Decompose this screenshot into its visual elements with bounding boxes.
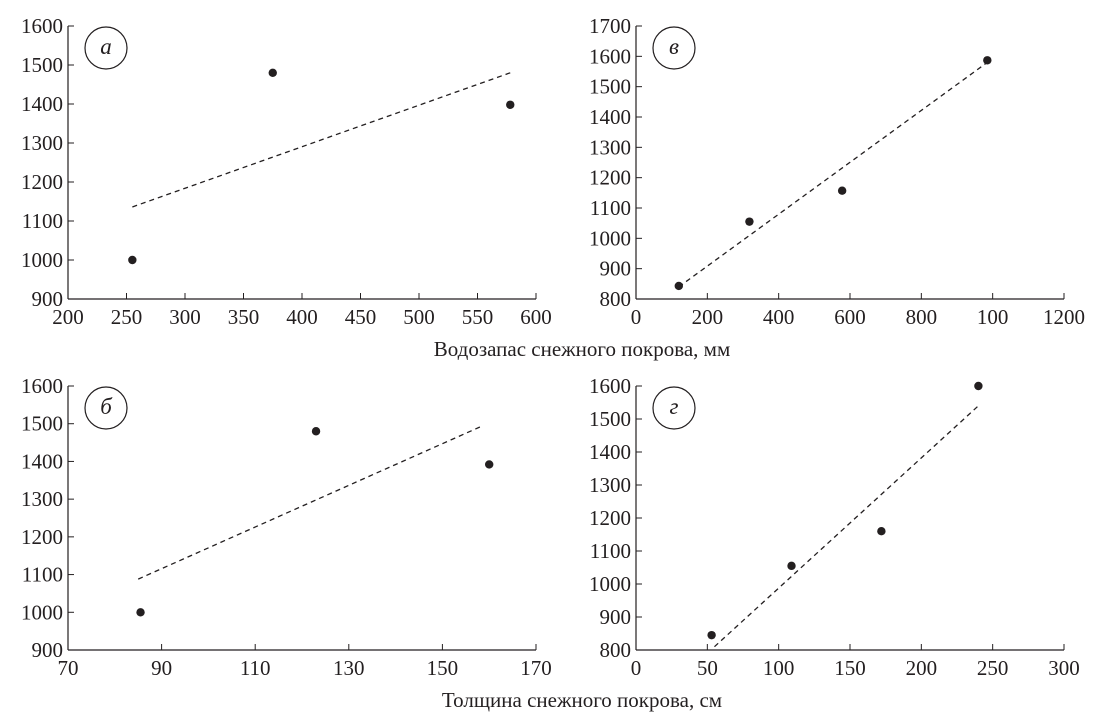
- trend-line: [678, 61, 988, 288]
- data-point: [674, 281, 683, 291]
- x-tick-label: 400: [763, 305, 795, 329]
- y-tick-label: 1300: [589, 135, 631, 159]
- y-tick-label: 1700: [589, 14, 631, 38]
- x-tick-label: 0: [631, 305, 642, 329]
- y-tick-label: 1100: [22, 209, 63, 233]
- x-axis-label-top: Водозапас снежного покрова, мм: [434, 337, 731, 361]
- panel-b: 900 1000 1100 1200 1300 1400 1500 1600 70 90 110 13…: [21, 374, 552, 680]
- y-tick-label: 1000: [21, 248, 63, 272]
- panel-g: 800 900 1000 1100 1200 1300 1400 1500 1600 0 50 100…: [589, 374, 1080, 680]
- y-tick-label: 1200: [21, 170, 63, 194]
- y-tick-label: 1500: [21, 53, 63, 77]
- x-tick-label: 250: [977, 656, 1009, 680]
- x-tick-label: 550: [462, 305, 494, 329]
- x-tick-label: 110: [240, 656, 271, 680]
- data-point: [506, 100, 515, 109]
- x-tick-label: 130: [333, 656, 365, 680]
- x-tick-label: 0: [631, 656, 642, 680]
- y-tick-label: 1500: [589, 407, 631, 431]
- panel-label-circle: [652, 26, 696, 70]
- x-tick-label: 100: [763, 656, 795, 680]
- y-tick-label: 900: [600, 257, 632, 281]
- data-point: [311, 427, 321, 436]
- y-tick-label: 1400: [589, 440, 631, 464]
- y-tick-label: 1400: [21, 449, 63, 473]
- y-tick-label: 1200: [589, 166, 631, 190]
- trend-line: [714, 405, 979, 648]
- y-tick-label: 1300: [21, 131, 63, 155]
- panel-label: б: [100, 394, 113, 419]
- y-tick-label: 800: [600, 638, 632, 662]
- y-tick-label: 1200: [589, 506, 631, 530]
- y-tick-label: 900: [32, 638, 64, 662]
- panel-label-circle: [84, 386, 128, 430]
- y-tick-label: 1600: [21, 14, 63, 38]
- x-tick-label: 250: [111, 305, 143, 329]
- y-tick-label: 900: [600, 605, 632, 629]
- x-tick-label: 150: [834, 656, 866, 680]
- data-point: [128, 255, 137, 265]
- panel-a: 900 1000 1100 1200 1300 1400 1500 1600 200 250 300…: [21, 14, 552, 329]
- x-tick-label: 70: [58, 656, 79, 680]
- y-tick-label: 1400: [21, 92, 63, 116]
- y-tick-label: 1500: [589, 75, 631, 99]
- data-point: [974, 381, 983, 391]
- x-tick-label: 50: [697, 656, 718, 680]
- y-tick-label: 1100: [22, 563, 63, 587]
- x-tick-label: 300: [1048, 656, 1080, 680]
- y-tick-label: 1000: [589, 572, 631, 596]
- y-tick-label: 1600: [21, 374, 63, 398]
- trend-line: [132, 72, 511, 208]
- data-point: [707, 630, 716, 640]
- x-axis-label-bottom: Толщина снежного покрова, см: [442, 688, 722, 712]
- panel-label: а: [100, 34, 112, 59]
- y-tick-label: 1200: [21, 525, 63, 549]
- panel-label: г: [670, 394, 679, 419]
- x-tick-label: 200: [692, 305, 724, 329]
- x-tick-label: 500: [403, 305, 435, 329]
- y-tick-label: 1300: [21, 487, 63, 511]
- data-point: [268, 68, 277, 78]
- y-tick-label: 1600: [589, 374, 631, 398]
- data-point: [485, 460, 494, 469]
- y-tick-label: 800: [600, 287, 632, 311]
- x-tick-label: 90: [151, 656, 172, 680]
- data-point: [877, 527, 886, 536]
- x-tick-label: 600: [834, 305, 866, 329]
- y-tick-label: 900: [32, 287, 64, 311]
- y-tick-label: 1100: [590, 539, 631, 563]
- panel-label: в: [669, 34, 679, 59]
- y-tick-label: 1000: [21, 600, 63, 624]
- y-tick-label: 1500: [21, 412, 63, 436]
- trend-line: [137, 425, 483, 580]
- data-point: [983, 56, 992, 65]
- y-tick-label: 1300: [589, 473, 631, 497]
- panel-label-circle: [84, 26, 128, 70]
- panel-v: 800 900 1000 1100 1200 1300 1400 1500 1600 1700 0 2…: [589, 14, 1085, 329]
- y-tick-label: 1100: [590, 196, 631, 220]
- data-point: [837, 186, 847, 195]
- x-tick-label: 100: [977, 305, 1009, 329]
- x-tick-label: 300: [169, 305, 201, 329]
- x-tick-label: 150: [427, 656, 459, 680]
- x-tick-label: 200: [52, 305, 84, 329]
- x-tick-label: 450: [345, 305, 377, 329]
- x-tick-label: 200: [906, 656, 938, 680]
- y-tick-label: 1000: [589, 226, 631, 250]
- data-point: [787, 561, 796, 571]
- x-tick-label: 1200: [1043, 305, 1085, 329]
- data-point: [745, 217, 754, 226]
- x-tick-label: 170: [520, 656, 552, 680]
- x-tick-label: 800: [906, 305, 938, 329]
- y-tick-label: 1600: [589, 44, 631, 68]
- y-tick-label: 1400: [589, 105, 631, 129]
- x-tick-label: 350: [228, 305, 260, 329]
- x-tick-label: 400: [286, 305, 318, 329]
- data-point: [136, 608, 145, 617]
- x-tick-label: 600: [520, 305, 552, 329]
- panel-label-circle: [652, 386, 696, 430]
